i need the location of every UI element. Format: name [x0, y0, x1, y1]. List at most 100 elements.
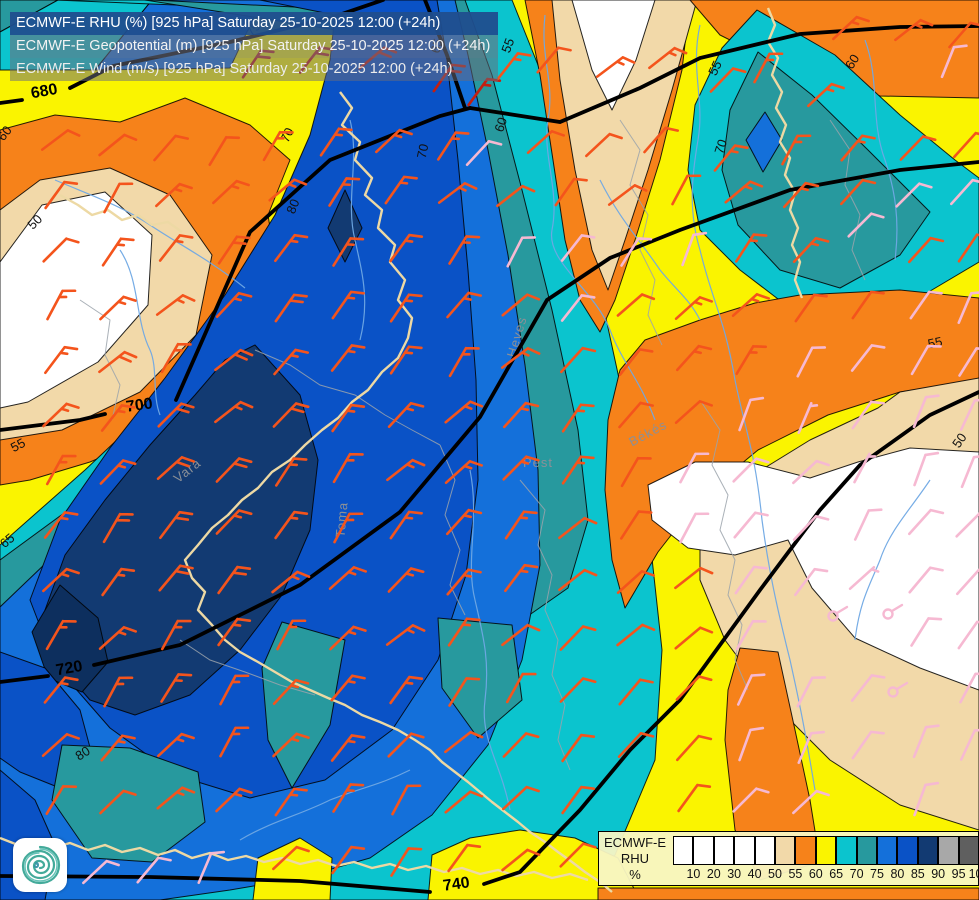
wind-barb-glyph: [389, 293, 423, 323]
wind-barb-glyph: [45, 619, 77, 651]
wind-barb-glyph: [153, 134, 190, 162]
wind-barb-glyph: [333, 512, 364, 544]
wind-barb-glyph: [274, 293, 308, 323]
rhu-region-bottom-orange-strip: [597, 887, 979, 900]
wind-barb: [45, 454, 77, 486]
legend-value: 70: [849, 867, 864, 881]
wind-barb-glyph: [674, 295, 714, 321]
wind-barb: [505, 672, 537, 704]
wind-barb-glyph: [732, 787, 770, 813]
wind-barb: [103, 182, 134, 214]
wind-barb: [374, 128, 413, 154]
wind-barb-glyph: [158, 234, 194, 262]
wind-barb-glyph: [99, 295, 137, 321]
wind-barb: [496, 52, 532, 80]
wind-barb-glyph: [561, 403, 595, 433]
wind-barb-glyph: [560, 294, 596, 322]
geopotential-contour-700-3: [468, 24, 979, 124]
wind-barb-glyph: [912, 394, 940, 429]
wind-barb-glyph: [101, 237, 135, 267]
wind-barb-glyph: [501, 848, 541, 872]
wind-barb: [558, 568, 598, 592]
wind-barb: [792, 514, 830, 542]
wind-barb: [955, 512, 979, 538]
wind-barb-glyph: [446, 291, 483, 319]
rhu-region-tc-white: [571, 0, 656, 111]
wind-barb-glyph: [851, 290, 885, 320]
wind-barb: [839, 178, 877, 206]
wind-barb: [444, 730, 484, 754]
wind-barb: [101, 567, 136, 597]
wind-barb: [156, 786, 196, 810]
wind-barb: [671, 174, 702, 206]
wind-barb: [389, 510, 423, 540]
wind-barb-glyph: [214, 348, 254, 372]
wind-barb-glyph: [595, 56, 636, 78]
wind-barb-glyph: [559, 346, 597, 374]
wind-barb-glyph: [558, 568, 598, 592]
wind-barb: [738, 396, 765, 432]
wind-barb-glyph: [214, 400, 254, 424]
wind-barb-glyph: [734, 565, 768, 595]
wind-barb: [713, 144, 749, 172]
wind-barb-glyph: [215, 291, 253, 319]
geopotential-contour-720-1: [92, 160, 979, 667]
wind-barb: [217, 617, 252, 647]
wind-barb-glyph: [274, 787, 308, 817]
legend-value: 10: [686, 867, 701, 881]
wind-barb-glyph: [387, 732, 425, 758]
wind-barb: [158, 564, 194, 592]
wind-barb-glyph: [332, 237, 365, 267]
wind-barb: [735, 619, 767, 651]
legend-box-10: [673, 836, 694, 865]
wind-barb: [681, 231, 708, 267]
wind-barb-glyph: [505, 672, 537, 704]
wind-barb-glyph: [502, 732, 540, 758]
wind-barb: [506, 236, 537, 268]
wind-barb-glyph: [908, 566, 944, 594]
wind-barb: [389, 345, 423, 375]
wind-barb-glyph: [853, 508, 883, 541]
wind-barb: [909, 290, 943, 320]
wind-barb: [796, 346, 827, 378]
wind-barb: [733, 511, 769, 539]
cyclone-spiral-icon: [21, 845, 61, 885]
wind-barb-glyph: [211, 179, 250, 205]
rhu-region-tr-blue-diamond: [745, 111, 783, 173]
wind-barb-glyph: [791, 789, 830, 815]
wind-barb: [894, 18, 934, 42]
wind-barb: [502, 732, 540, 758]
wind-barb-glyph: [536, 46, 572, 74]
wind-barb-glyph: [504, 563, 539, 593]
wind-barb-glyph: [447, 843, 482, 873]
wind-barb-glyph: [910, 344, 942, 376]
wind-barb: [560, 234, 596, 262]
wind-barb-glyph: [734, 233, 768, 263]
wind-barb: [219, 674, 250, 706]
wind-barb-glyph: [618, 401, 655, 429]
wind-barb-glyph: [446, 568, 482, 596]
wind-barb-glyph: [43, 511, 79, 539]
river-9: [119, 249, 161, 416]
wind-barb: [913, 451, 940, 487]
wind-barb: [98, 133, 138, 157]
wind-barb: [160, 673, 193, 703]
rhu-contour-label-55: 55: [498, 36, 517, 55]
wind-barb-glyph: [506, 236, 537, 268]
wind-barb-glyph: [619, 510, 653, 540]
rhu-contour-label-55: 55: [705, 58, 725, 78]
wind-barb: [214, 348, 254, 372]
wind-barb: [955, 568, 979, 596]
wind-barb: [850, 674, 886, 702]
country-border-1: [766, 7, 804, 299]
wind-barb: [103, 676, 134, 708]
wind-barb: [797, 730, 826, 765]
admin-border-6: [79, 299, 121, 421]
wind-barb: [851, 400, 885, 430]
wind-barb-glyph: [753, 52, 784, 84]
wind-barb: [501, 623, 541, 647]
wind-barb: [387, 567, 425, 593]
wind-barb-glyph: [561, 455, 595, 485]
wind-barb: [738, 726, 765, 762]
wind-barb: [41, 732, 81, 758]
